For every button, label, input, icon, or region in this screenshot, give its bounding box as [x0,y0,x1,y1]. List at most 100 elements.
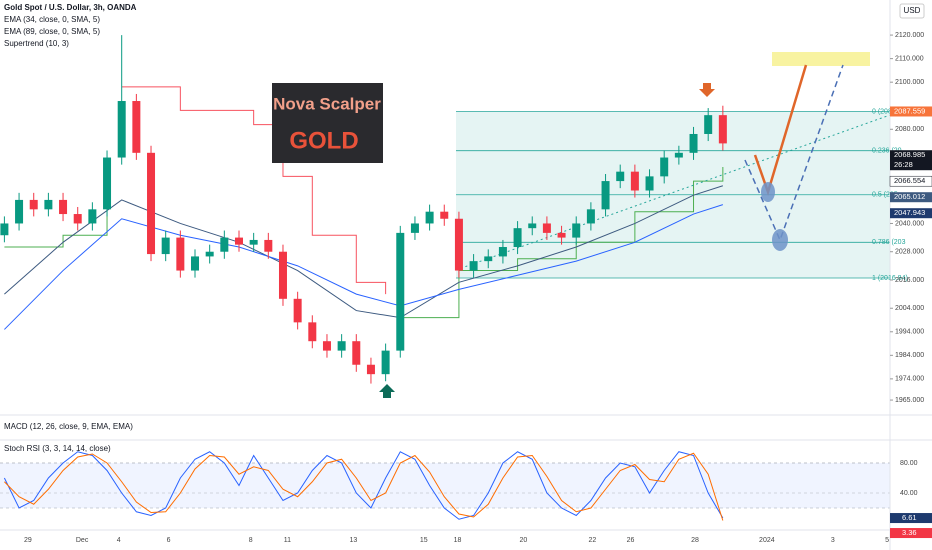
candle-body [205,251,214,257]
x-tick-label: 29 [24,537,32,544]
ema-line [4,185,724,319]
candle-body [704,115,713,134]
x-tick-label: 6 [167,537,171,544]
y-tick-label: 2028.000 [895,249,924,256]
fib-label: 0.5 (205 [872,192,898,199]
buy-arrow [379,384,395,398]
candle-body [425,211,434,224]
supertrend [121,86,387,295]
stoch-badge [890,513,932,524]
candle-body [191,256,200,271]
candle-body [689,133,698,153]
stoch-tick-label: 40.00 [900,490,918,497]
stoch-line [3,451,724,520]
candle-body [528,223,537,229]
candle-body [498,247,507,257]
stoch-badge-label: 6.61 [902,513,917,522]
candle-body [308,322,317,342]
candle-body [278,251,287,299]
x-tick-label: 28 [691,537,699,544]
y-tick-label: 1984.000 [895,352,924,359]
trend-line [455,114,891,271]
logo-text: Nova Scalper [273,94,381,113]
price-badge [890,150,932,171]
indicator-label: Supertrend (10, 3) [4,39,69,48]
candle-body [249,239,258,245]
target-box [772,52,870,66]
y-tick-label: 2004.000 [895,305,924,312]
candle-body [381,350,390,375]
candle-body [366,364,375,375]
candle-body [15,199,24,224]
candle-body [322,341,331,351]
candle-body [29,199,38,210]
stoch-label: Stoch RSI (3, 3, 14, 14, close) [4,444,111,453]
x-tick-label: 26 [627,537,635,544]
candle-body [73,214,82,224]
logo-box [272,83,383,163]
candle-body [220,237,229,252]
candle-body [352,341,361,365]
price-badge [890,106,932,117]
candle-body [44,199,53,210]
fib-label: 0.236 (20 [872,148,902,155]
y-tick-label: 1994.000 [895,329,924,336]
x-tick-label: 3 [831,537,835,544]
price-badge-timer: 26:28 [894,160,913,169]
x-tick-label: 20 [520,537,528,544]
x-tick-label: 8 [249,537,253,544]
zone-circle [772,229,788,251]
currency[interactable]: USD [904,6,921,15]
stoch-band [0,463,890,508]
price-badge-label: 2047.943 [894,208,925,217]
price-badge [890,208,932,219]
candle-body [132,101,141,153]
x-tick-label: 15 [420,537,428,544]
candle-body [0,223,9,236]
stoch-tick-label: 80.00 [900,460,918,467]
x-tick-label: 22 [588,537,596,544]
candle-body [161,237,170,255]
candle-body [59,199,68,215]
x-tick-label: 4 [117,537,121,544]
candle-body [601,181,610,210]
y-tick-label: 2016.000 [895,277,924,284]
currency-box[interactable] [899,3,925,19]
candle-body [645,176,654,191]
price-badge [890,192,932,203]
fib-label: 0.786 (203 [872,239,906,246]
candle-body [454,218,463,271]
x-tick-label: Dec [76,537,89,544]
y-tick-label: 1974.000 [895,376,924,383]
candle-body [264,239,273,252]
y-tick-label: 1965.000 [895,397,924,404]
candle-body [88,209,97,224]
indicator-label: EMA (89, close, 0, SMA, 5) [4,27,100,36]
zone-circle [761,182,775,202]
fib-label: 1 (2016.84) [872,275,908,282]
chart-title: Gold Spot / U.S. Dollar, 3h, OANDA [4,3,137,12]
x-tick-label: 13 [349,537,357,544]
candle-body [440,211,449,219]
price-badge-label: 2068.985 [894,150,925,159]
candle-body [396,232,405,351]
candle-body [586,209,595,224]
macd-label: MACD (12, 26, close, 9, EMA, EMA) [4,422,133,431]
x-tick-label: 11 [284,537,291,544]
candle-body [542,223,551,233]
candle-body [718,115,727,144]
logo-text: GOLD [289,127,358,154]
candle-body [410,223,419,233]
ema-line [4,204,724,330]
candle-body [469,261,478,271]
sell-arrow [699,83,715,97]
stoch-badge-label: 3.36 [902,528,917,537]
fib-label: 0 (2087.0 [872,108,902,115]
candle-body [630,171,639,191]
candle-body [147,152,156,255]
supertrend [4,204,108,248]
y-tick-label: 2080.000 [895,126,924,133]
candle-body [572,223,581,238]
y-tick-label: 2110.000 [895,55,924,62]
